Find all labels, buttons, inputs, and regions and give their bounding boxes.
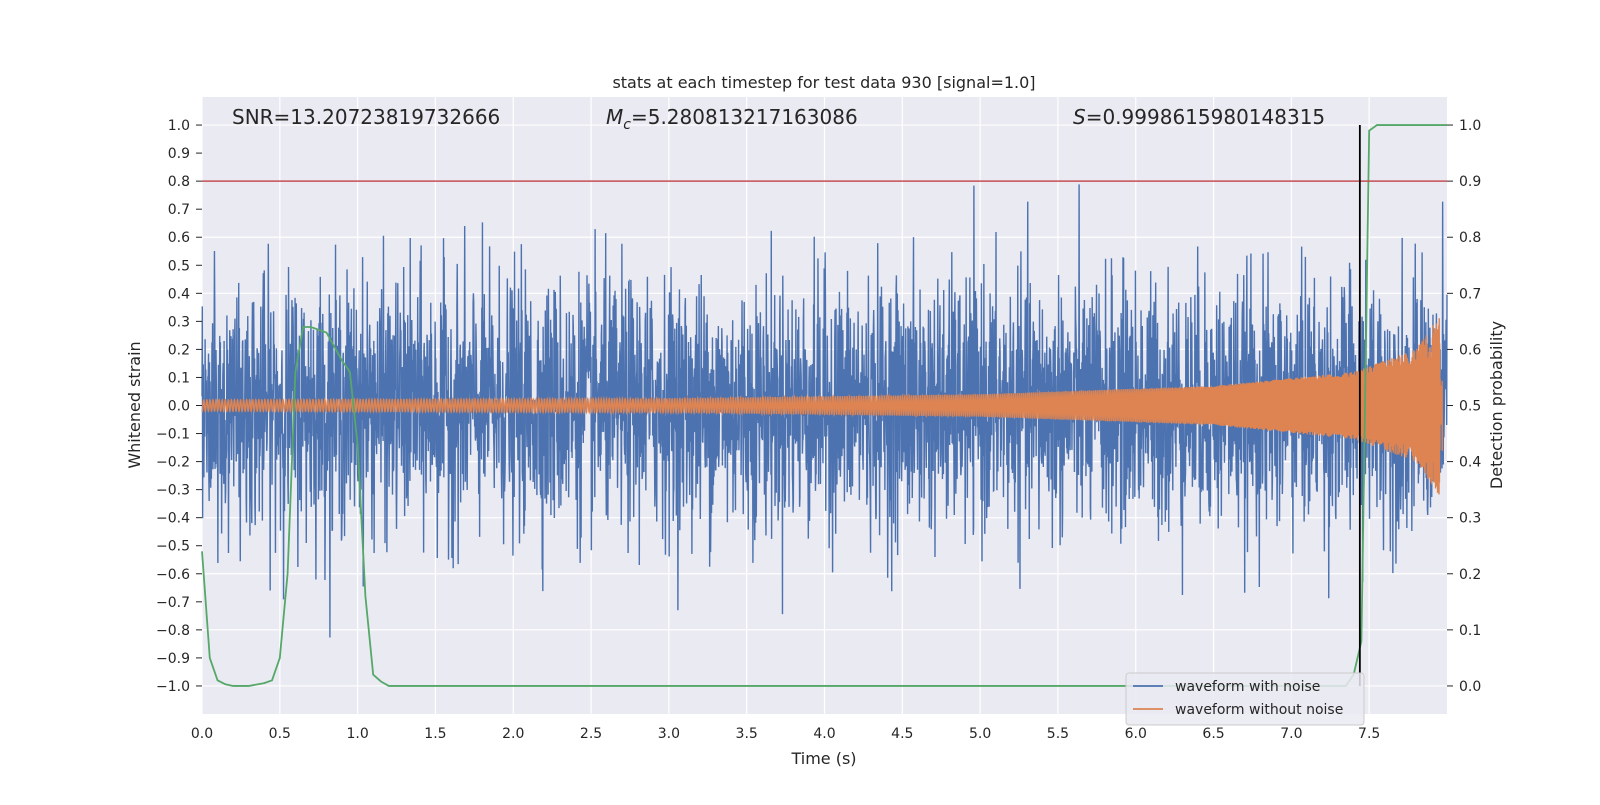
x-tick-label: 2.0 <box>502 726 524 742</box>
reference-lines <box>202 125 1447 686</box>
x-tick-label: 7.5 <box>1358 726 1380 742</box>
y-left-tick-label: −0.1 <box>156 427 190 443</box>
chirp-mass-annotation: Mc=5.280813217163086 <box>606 105 858 133</box>
x-tick-label: 4.0 <box>813 726 835 742</box>
y-axis-label-right: Detection probability <box>1487 321 1506 489</box>
y-right-tick-label: 0.1 <box>1459 623 1481 639</box>
x-tick-label: 6.5 <box>1202 726 1224 742</box>
y-right-tick-label: 0.6 <box>1459 342 1481 358</box>
x-tick-label: 6.0 <box>1125 726 1147 742</box>
y-left-tick-label: −0.2 <box>156 455 190 471</box>
x-tick-label: 1.5 <box>424 726 446 742</box>
x-tick-label: 3.5 <box>736 726 758 742</box>
y-right-tick-label: 0.3 <box>1459 511 1481 527</box>
y-left-tick-label: 0.7 <box>168 202 190 218</box>
y-left-tick-label: −0.8 <box>156 623 190 639</box>
y-right-tick-label: 0.4 <box>1459 455 1481 471</box>
x-tick-label: 4.5 <box>891 726 913 742</box>
y-right-tick-label: 0.2 <box>1459 567 1481 583</box>
y-left-tick-label: 1.0 <box>168 118 190 134</box>
y-axis-label-left: Whitened strain <box>125 341 144 468</box>
series-waveform-without-noise <box>201 318 1444 495</box>
x-tick-label: 5.0 <box>969 726 991 742</box>
detection-probability-line <box>201 124 1447 687</box>
chart-title: stats at each timestep for test data 930… <box>612 73 1035 92</box>
y-left-tick-label: −0.6 <box>156 567 190 583</box>
y-left-tick-label: −0.5 <box>156 539 190 555</box>
x-tick-label: 0.5 <box>269 726 291 742</box>
y-left-tick-label: 0.4 <box>168 286 190 302</box>
y-left-tick-label: 0.2 <box>168 342 190 358</box>
chirp-mass-subscript: c <box>623 117 631 133</box>
y-right-tick-label: 0.9 <box>1459 174 1481 190</box>
score-symbol: S <box>1073 105 1086 129</box>
y-right-tick-label: 0.5 <box>1459 399 1481 415</box>
y-left-tick-label: 0.1 <box>168 370 190 386</box>
y-left-tick-label: −0.7 <box>156 595 190 611</box>
y-left-tick-label: −0.3 <box>156 483 190 499</box>
legend: waveform with noise waveform without noi… <box>1125 672 1365 726</box>
y-left-tick-label: 0.6 <box>168 230 190 246</box>
y-left-tick-label: −0.4 <box>156 511 190 527</box>
chirp-mass-value: =5.280813217163086 <box>631 105 858 129</box>
y-left-tick-label: −1.0 <box>156 679 190 695</box>
x-axis-label: Time (s) <box>790 749 856 768</box>
y-right-tick-label: 0.8 <box>1459 230 1481 246</box>
ticks: 0.0 0.5 1.0 1.5 2.0 2.5 3.0 3.5 4.0 4.5 5.0 5.5 6.0 6… <box>156 118 1481 742</box>
legend-label-clean: waveform without noise <box>1175 702 1343 718</box>
y-left-tick-label: 0.5 <box>168 258 190 274</box>
x-tick-label: 2.5 <box>580 726 602 742</box>
score-value: =0.9998615980148315 <box>1086 105 1325 129</box>
x-tick-label: 7.0 <box>1280 726 1302 742</box>
y-right-tick-label: 1.0 <box>1459 118 1481 134</box>
legend-box <box>1125 672 1365 726</box>
y-left-tick-label: 0.8 <box>168 174 190 190</box>
legend-label-noise: waveform with noise <box>1175 679 1320 695</box>
x-tick-label: 3.0 <box>658 726 680 742</box>
y-right-tick-label: 0.0 <box>1459 679 1481 695</box>
score-annotation: S=0.9998615980148315 <box>1073 105 1325 129</box>
y-left-tick-label: 0.0 <box>168 399 190 415</box>
y-left-tick-label: 0.3 <box>168 314 190 330</box>
series-detection-probability <box>201 124 1447 687</box>
x-tick-label: 1.0 <box>346 726 368 742</box>
y-left-tick-label: −0.9 <box>156 651 190 667</box>
x-tick-label: 5.5 <box>1047 726 1069 742</box>
x-tick-label: 0.0 <box>191 726 213 742</box>
chirp-mass-symbol: M <box>606 105 623 129</box>
snr-annotation: SNR=13.20723819732666 <box>232 105 500 129</box>
y-right-tick-label: 0.7 <box>1459 286 1481 302</box>
y-left-tick-label: 0.9 <box>168 146 190 162</box>
waveform-without-noise-line <box>201 318 1444 495</box>
